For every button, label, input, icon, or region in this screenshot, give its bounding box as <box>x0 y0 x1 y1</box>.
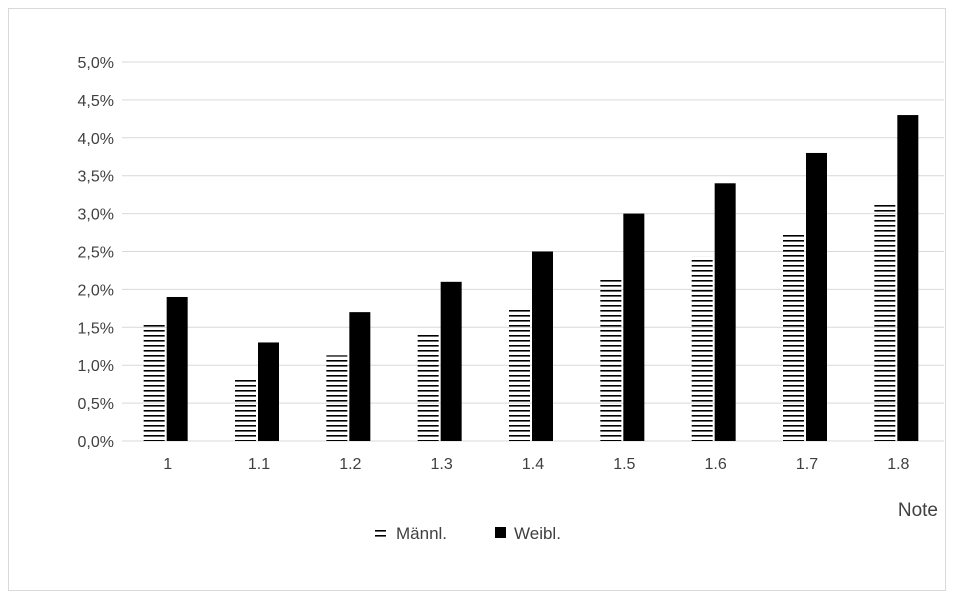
bar-maennl-1-4 <box>509 309 530 441</box>
y-tick-label: 4,0% <box>78 131 114 148</box>
bar-maennl-1-3 <box>417 332 439 441</box>
legend-swatch-maennl <box>375 527 386 538</box>
x-tick-label: 1.3 <box>431 456 453 473</box>
bar-maennl-1-2 <box>326 355 348 441</box>
bar-weibl-1-6 <box>714 183 736 441</box>
bars <box>143 115 919 441</box>
bar-maennl-1 <box>143 325 165 441</box>
y-axis-ticks: 0,0% 0,5% 1,0% 1,5% 2,0% 2,5% 3,0% 3,5% 4,0% 4,5%… <box>78 55 114 451</box>
bar-weibl-1-2 <box>349 312 371 441</box>
y-tick-label: 1,0% <box>78 358 114 375</box>
bar-weibl-1 <box>166 296 188 441</box>
legend-item-maennl: Männl. <box>375 524 447 543</box>
bar-weibl-1-4 <box>532 251 553 441</box>
bar-maennl-1-5 <box>600 279 622 441</box>
y-tick-label: 3,5% <box>78 169 114 186</box>
bar-weibl-1-1 <box>258 342 279 441</box>
y-tick-label: 3,0% <box>78 207 114 224</box>
legend-swatch-weibl <box>495 527 506 538</box>
x-tick-label: 1 <box>163 456 172 473</box>
y-tick-label: 2,5% <box>78 245 114 262</box>
bar-weibl-1-5 <box>623 213 645 441</box>
legend-label-weibl: Weibl. <box>514 524 561 543</box>
bar-weibl-1-7 <box>806 152 827 441</box>
y-tick-label: 5,0% <box>78 55 114 72</box>
y-tick-label: 0,5% <box>78 396 114 413</box>
x-tick-label: 1.8 <box>887 456 909 473</box>
legend-label-maennl: Männl. <box>396 524 447 543</box>
bar-maennl-1-7 <box>783 234 804 441</box>
x-tick-label: 1.7 <box>796 456 818 473</box>
bar-maennl-1-6 <box>691 256 713 441</box>
y-tick-label: 1,5% <box>78 320 114 337</box>
y-tick-label: 2,0% <box>78 282 114 299</box>
y-tick-label: 0,0% <box>78 434 114 451</box>
bar-maennl-1-1 <box>235 378 256 441</box>
y-tick-label: 4,5% <box>78 93 114 110</box>
bar-maennl-1-8 <box>874 203 896 441</box>
bar-weibl-1-8 <box>897 115 919 441</box>
x-tick-label: 1.2 <box>339 456 361 473</box>
x-tick-label: 1.1 <box>248 456 270 473</box>
legend-item-weibl: Weibl. <box>495 524 561 543</box>
x-tick-label: 1.4 <box>522 456 544 473</box>
bar-weibl-1-3 <box>440 281 462 441</box>
x-axis-title: Note <box>898 500 938 521</box>
x-tick-label: 1.5 <box>613 456 635 473</box>
x-axis-ticks: 1 1.1 1.2 1.3 1.4 1.5 1.6 1.7 1.8 <box>163 456 909 473</box>
x-tick-label: 1.6 <box>705 456 727 473</box>
legend: Männl. Weibl. <box>375 524 561 543</box>
